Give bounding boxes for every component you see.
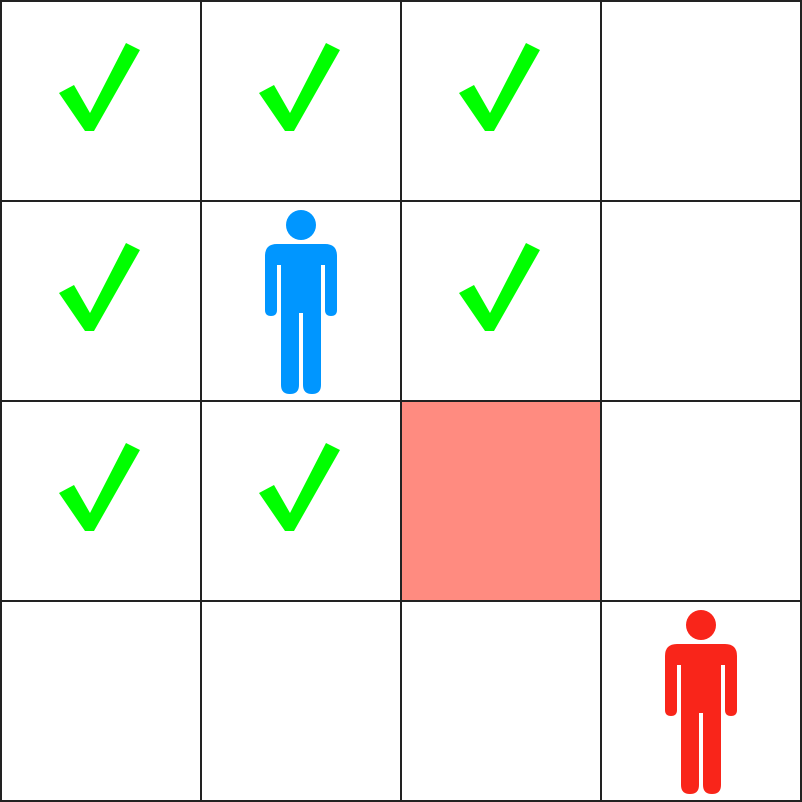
grid-line-horizontal [0,200,802,202]
check-icon [59,443,140,531]
grid-cell-0-0[interactable] [1,1,201,201]
grid-cell-1-2[interactable] [401,201,601,401]
player-person-icon [265,210,337,394]
check-icon [259,443,340,531]
check-icon [459,243,540,331]
grid-cell-3-0[interactable] [1,601,201,801]
grid-cell-2-0[interactable] [1,401,201,601]
grid-cell-3-2[interactable] [401,601,601,801]
grid-cell-2-3[interactable] [601,401,801,601]
grid-cell-3-3[interactable] [601,601,801,801]
grid-line-horizontal [0,800,802,802]
check-icon [59,43,140,131]
grid-cell-3-1[interactable] [201,601,401,801]
grid-cell-0-1[interactable] [201,1,401,201]
grid-cell-0-3[interactable] [601,1,801,201]
grid-line-horizontal [0,0,802,2]
grid-cell-0-2[interactable] [401,1,601,201]
blocked-cell-2-2[interactable] [401,401,601,601]
check-icon [459,43,540,131]
opponent-person-icon [665,610,737,794]
grid-cell-1-0[interactable] [1,201,201,401]
grid-line-horizontal [0,400,802,402]
check-icon [259,43,340,131]
check-icon [59,243,140,331]
grid-cell-1-3[interactable] [601,201,801,401]
grid-line-horizontal [0,600,802,602]
grid-cell-2-1[interactable] [201,401,401,601]
grid-cell-1-1[interactable] [201,201,401,401]
